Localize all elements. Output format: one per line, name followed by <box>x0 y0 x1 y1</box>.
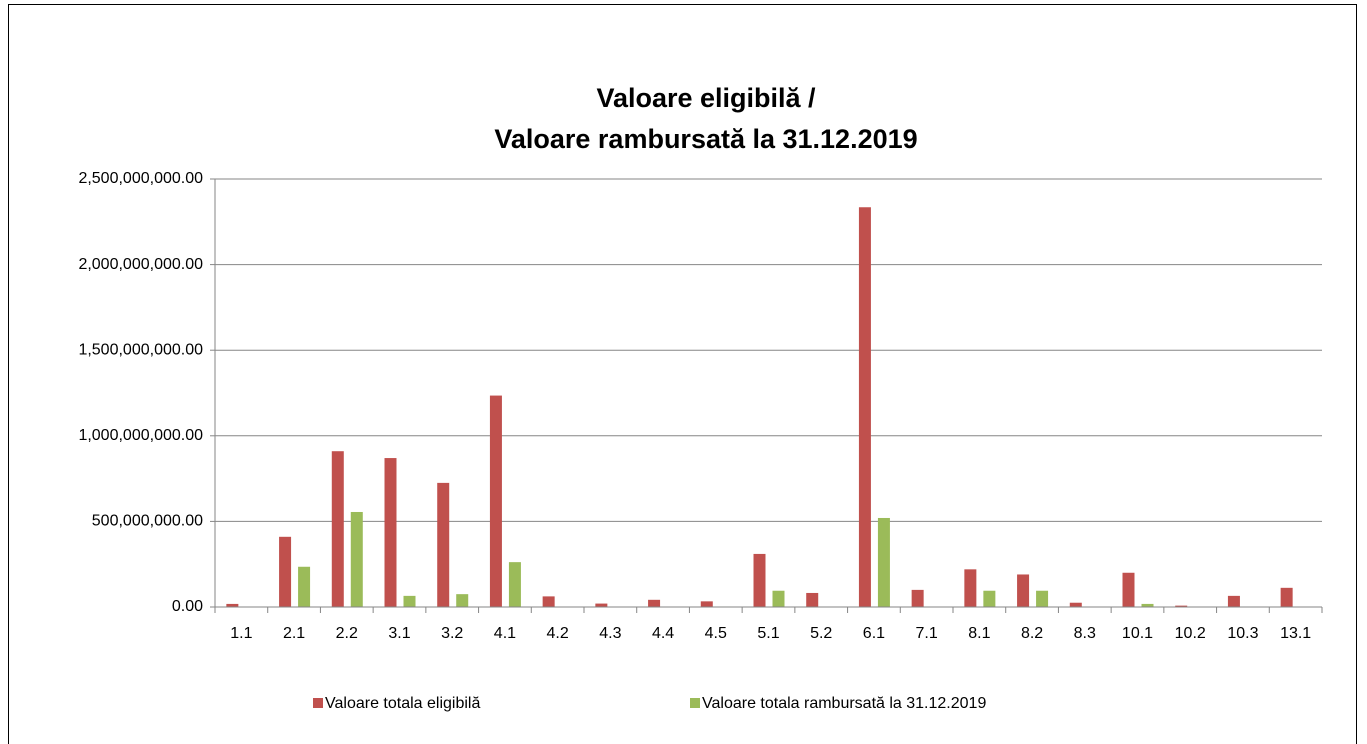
bar <box>279 536 292 607</box>
x-tick-label: 4.1 <box>494 625 516 642</box>
bar <box>456 594 469 607</box>
bar <box>877 517 890 607</box>
bar <box>983 590 996 607</box>
x-tick-label: 5.2 <box>810 625 832 642</box>
bar <box>1122 572 1135 607</box>
x-tick-label: 6.1 <box>863 625 885 642</box>
bar <box>542 596 555 607</box>
bar <box>403 595 416 607</box>
y-tick-label: 500,000,000.00 <box>92 513 203 530</box>
bar <box>964 569 977 607</box>
bar <box>508 562 521 607</box>
bar <box>350 511 363 607</box>
x-tick-label: 1.1 <box>230 625 252 642</box>
x-tick-label: 2.1 <box>283 625 305 642</box>
bar <box>753 553 766 607</box>
x-tick-label: 5.1 <box>757 625 779 642</box>
y-tick-label: 1,000,000,000.00 <box>78 427 203 444</box>
legend-swatch <box>313 698 323 708</box>
bar <box>331 451 344 607</box>
y-tick-label: 2,000,000,000.00 <box>78 256 203 273</box>
x-tick-label: 4.5 <box>705 625 727 642</box>
x-tick-label: 4.3 <box>599 625 621 642</box>
bar <box>858 207 871 608</box>
x-tick-label: 13.1 <box>1280 625 1311 642</box>
x-tick-label: 7.1 <box>916 625 938 642</box>
bar <box>1175 605 1188 607</box>
x-tick-label: 3.1 <box>388 625 410 642</box>
x-tick-label: 10.3 <box>1227 625 1258 642</box>
bar <box>772 590 785 607</box>
bar <box>1280 587 1293 607</box>
bar <box>1036 590 1049 607</box>
x-tick-label: 2.2 <box>336 625 358 642</box>
y-tick-label: 1,500,000,000.00 <box>78 341 203 358</box>
bar <box>806 592 819 607</box>
bar <box>1017 574 1030 607</box>
x-tick-label: 3.2 <box>441 625 463 642</box>
bar <box>700 601 713 607</box>
legend-swatch <box>690 698 700 708</box>
x-tick-label: 8.2 <box>1021 625 1043 642</box>
bar <box>648 599 661 607</box>
bar <box>298 566 311 607</box>
bar <box>226 603 239 607</box>
bar <box>595 603 608 607</box>
y-tick-label: 0.00 <box>172 598 203 615</box>
legend-label: Valoare totala eligibilă <box>325 695 480 712</box>
x-tick-label: 10.1 <box>1122 625 1153 642</box>
bar <box>911 589 924 607</box>
x-tick-label: 8.3 <box>1074 625 1096 642</box>
y-tick-label: 2,500,000,000.00 <box>78 170 203 187</box>
x-tick-label: 8.1 <box>968 625 990 642</box>
bar <box>1227 595 1240 607</box>
legend-label: Valoare totala rambursată la 31.12.2019 <box>702 695 986 712</box>
bar <box>437 482 450 607</box>
bar <box>489 395 502 607</box>
bar <box>1069 602 1082 607</box>
bar <box>384 458 397 607</box>
x-tick-label: 10.2 <box>1175 625 1206 642</box>
chart-title: Valoare eligibilă / <box>596 83 816 113</box>
bar <box>1141 603 1154 607</box>
chart-border <box>8 4 1357 744</box>
x-tick-label: 4.2 <box>547 625 569 642</box>
x-tick-label: 4.4 <box>652 625 674 642</box>
chart-title: Valoare rambursată la 31.12.2019 <box>494 124 917 154</box>
